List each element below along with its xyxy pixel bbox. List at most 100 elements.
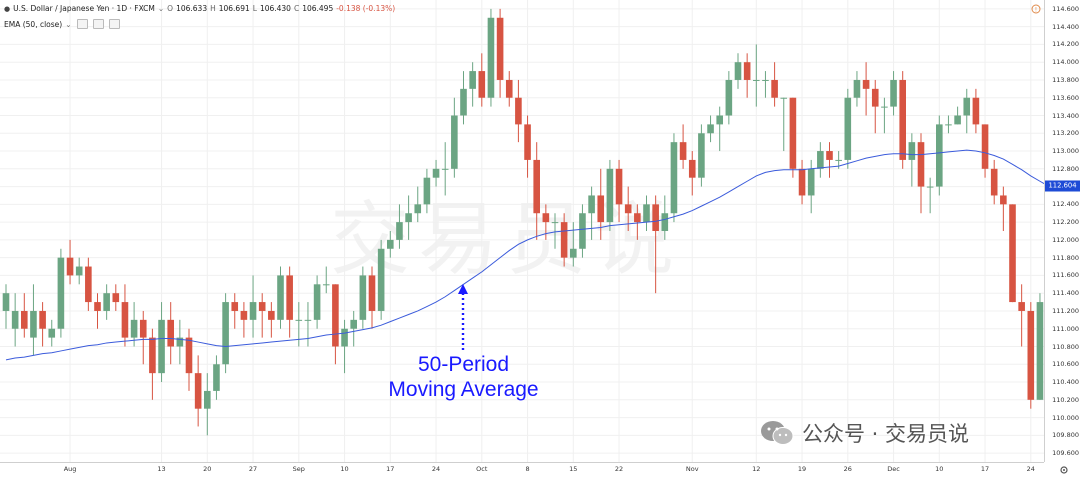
candle-body: [258, 302, 266, 311]
candle-body: [615, 168, 623, 205]
candle-body: [789, 97, 797, 169]
candle-body: [862, 79, 870, 89]
gear-icon[interactable]: [1059, 465, 1069, 475]
candle-body: [652, 204, 659, 231]
candle-body: [478, 71, 486, 98]
candle-body: [130, 319, 138, 338]
candle-body: [423, 177, 431, 205]
candle-body: [688, 159, 696, 178]
candle-body: [11, 310, 19, 329]
chevron-down-icon[interactable]: ⌄: [65, 19, 72, 29]
time-tick-label: Sep: [292, 465, 305, 473]
time-tick-label: Oct: [476, 465, 488, 473]
candle-body: [313, 284, 321, 320]
candle-body: [990, 168, 998, 196]
brand-watermark: 公众号 · 交易员说: [760, 418, 969, 448]
last-price-label: 112.604: [1045, 180, 1080, 192]
candle-body: [698, 133, 705, 178]
candle-body: [606, 168, 614, 223]
candle-body: [1018, 302, 1025, 311]
candle-body: [414, 204, 422, 214]
candle-body: [387, 239, 394, 249]
candle-body: [332, 284, 339, 347]
symbol-title: U.S. Dollar / Japanese Yen · 1D · FXCM: [13, 4, 155, 13]
close-icon[interactable]: [108, 19, 120, 29]
time-tick-label: 10: [935, 465, 944, 473]
candle-body: [579, 213, 586, 249]
candle-body: [405, 213, 412, 223]
ohlc-low-label: L: [252, 4, 257, 13]
price-tick-label: 110.200: [1052, 395, 1079, 404]
price-tick-label: 113.400: [1052, 111, 1079, 120]
chart-plot-area[interactable]: 交易员说 ● U.S. Dollar / Japanese Yen · 1D ·…: [0, 0, 1044, 462]
candle-body: [21, 310, 28, 329]
candle-body: [597, 195, 605, 223]
ohlc-open-label: O: [167, 4, 174, 13]
candle-body: [249, 302, 257, 320]
candle-body: [753, 79, 760, 81]
candle-body: [1000, 195, 1007, 205]
chevron-down-icon[interactable]: ⌄: [157, 4, 165, 13]
candle-body: [432, 168, 440, 178]
price-tick-label: 112.400: [1052, 200, 1079, 209]
price-tick-label: 110.000: [1052, 413, 1079, 422]
candle-body: [85, 266, 92, 303]
candle-body: [1027, 310, 1035, 400]
candle-body: [1009, 204, 1016, 303]
candle-body: [496, 17, 504, 80]
ohlc-high: 106.691: [218, 4, 250, 13]
candle-body: [139, 319, 147, 338]
candle-body: [30, 310, 37, 338]
candle-body: [240, 310, 248, 320]
candle-body: [75, 266, 83, 276]
candle-body: [222, 302, 229, 365]
ohlc-high-label: H: [210, 4, 216, 13]
candle-body: [926, 186, 934, 188]
svg-text:!: !: [1035, 7, 1037, 14]
dropdown-icon[interactable]: ●: [4, 4, 11, 13]
candle-body: [798, 168, 806, 196]
price-axis[interactable]: 109.600 109.800 110.000 110.200 110.400 110.6…: [1044, 0, 1080, 462]
candle-body: [460, 88, 467, 116]
indicator-legend[interactable]: EMA (50, close) ⌄: [4, 19, 120, 29]
candle-body: [643, 204, 650, 223]
settings-icon[interactable]: [92, 19, 104, 29]
candle-body: [963, 97, 971, 116]
price-tick-label: 110.600: [1052, 360, 1079, 369]
candle-body: [377, 248, 385, 311]
symbol-legend[interactable]: ● U.S. Dollar / Japanese Yen · 1D · FXCM…: [4, 4, 395, 13]
time-axis[interactable]: Aug 13 20 27 Sep 10 17 24 Oct 8 15 22 Nov 12 19 26 Dec 10…: [0, 462, 1044, 478]
candle-body: [917, 142, 925, 187]
price-tick-label: 110.400: [1052, 378, 1079, 387]
ohlc-close: 106.495: [302, 4, 334, 13]
eye-icon[interactable]: [76, 19, 88, 29]
candle-body: [551, 222, 559, 224]
time-tick-label: 17: [386, 465, 395, 473]
price-tick-label: 114.400: [1052, 22, 1079, 31]
time-tick-label: 8: [525, 465, 530, 473]
price-tick-label: 113.800: [1052, 75, 1079, 84]
candle-body: [743, 62, 751, 80]
time-tick-label: 12: [752, 465, 761, 473]
price-tick-label: 111.000: [1052, 324, 1079, 333]
time-tick-label: 10: [340, 465, 349, 473]
candle-body: [734, 62, 742, 80]
ohlc-close-label: C: [293, 4, 300, 13]
candle-body: [908, 142, 916, 160]
price-tick-label: 113.000: [1052, 147, 1079, 156]
candle-body: [213, 364, 220, 391]
ema-annotation: 50-Period Moving Average: [356, 352, 571, 402]
candle-body: [670, 142, 678, 214]
candle-body: [94, 302, 101, 311]
price-tick-label: 110.800: [1052, 342, 1079, 351]
annotation-line-1: 50-Period: [417, 353, 510, 376]
alert-icon[interactable]: !: [1031, 4, 1041, 14]
candle-body: [268, 310, 275, 320]
candle-body: [1036, 302, 1044, 400]
candle-body: [204, 390, 211, 409]
time-tick-label: 26: [843, 465, 852, 473]
candle-body: [167, 319, 174, 347]
candle-body: [322, 284, 330, 286]
candle-body: [936, 124, 943, 187]
candle-body: [396, 222, 403, 240]
